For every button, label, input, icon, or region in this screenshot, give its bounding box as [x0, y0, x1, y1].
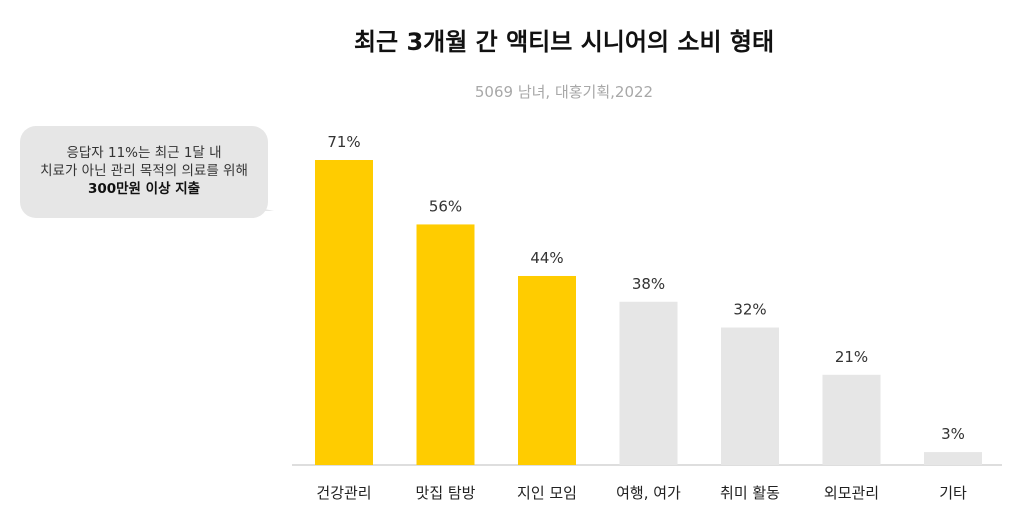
callout-line-3: 300만원 이상 지출	[87, 181, 201, 197]
bar	[518, 275, 576, 465]
category-label: 여행, 여가	[616, 484, 681, 502]
category-label: 지인 모임	[517, 484, 577, 502]
chart-subtitle: 5069 남녀, 대홍기획,2022	[474, 83, 654, 101]
category-label: 기타	[939, 484, 967, 502]
chart-title: 최근 3개월 간 액티브 시니어의 소비 형태	[353, 28, 775, 56]
bar-value-label: 38%	[632, 275, 665, 293]
bar-value-label: 44%	[530, 249, 563, 267]
bar	[619, 301, 678, 465]
bar-value-label: 71%	[327, 133, 360, 151]
bar	[416, 224, 475, 465]
bar	[924, 452, 982, 465]
category-label: 취미 활동	[720, 484, 780, 502]
category-label: 외모관리	[824, 484, 879, 502]
bar	[315, 160, 373, 465]
bar-value-label: 32%	[733, 301, 766, 319]
callout-bubble: 응답자 11%는 최근 1달 내 치료가 아닌 관리 목적의 의료를 위해 30…	[20, 126, 268, 218]
bar	[822, 374, 881, 465]
category-label: 건강관리	[316, 484, 371, 502]
callout-line-1: 응답자 11%는 최근 1달 내	[66, 145, 222, 161]
bar-value-label: 3%	[941, 425, 965, 443]
callout-line-2: 치료가 아닌 관리 목적의 의료를 위해	[40, 163, 248, 179]
category-label: 맛집 탐방	[416, 484, 476, 502]
bar-value-label: 56%	[429, 197, 462, 215]
bar	[721, 327, 779, 465]
bar-value-label: 21%	[835, 348, 868, 366]
